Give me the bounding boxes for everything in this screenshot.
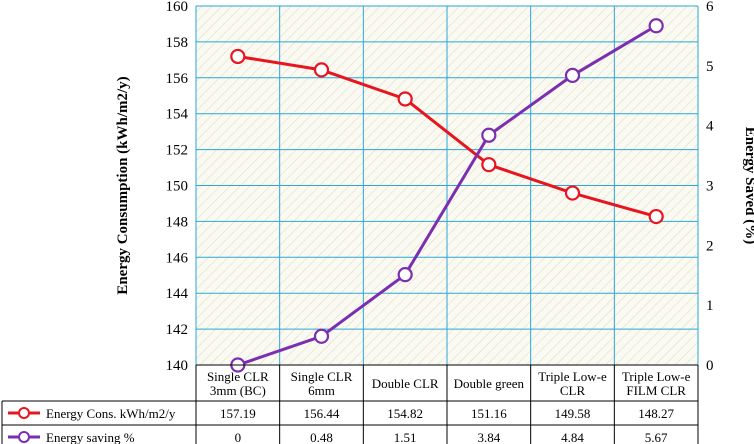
table-cell-value: 0.48: [310, 430, 333, 444]
right-tick-label: 5: [706, 59, 714, 75]
table-cell-value: 4.84: [561, 430, 584, 444]
left-axis-title: Energy Consumption (kWh/m2/y): [115, 76, 131, 294]
series-1-point: [648, 18, 664, 34]
series-1-point: [313, 328, 330, 344]
left-tick-label: 140: [166, 358, 189, 374]
left-tick-label: 158: [166, 35, 189, 51]
series-0-point: [313, 62, 330, 78]
right-axis-title: Energy Saved (%): [742, 127, 754, 245]
left-tick-label: 150: [166, 179, 189, 195]
legend-label-0: Energy Cons. kWh/m2/y: [46, 406, 176, 421]
right-tick-label: 1: [706, 298, 714, 314]
category-label: Triple Low-e: [622, 369, 691, 384]
table-cell-value: 157.19: [220, 406, 256, 421]
category-label: Double CLR: [372, 376, 439, 391]
right-tick-label: 0: [706, 358, 714, 374]
series-0-point: [230, 48, 246, 65]
left-tick-label: 148: [166, 214, 189, 230]
left-tick-label: 142: [166, 322, 189, 338]
left-tick-label: 154: [166, 107, 189, 123]
right-tick-label: 6: [706, 0, 714, 15]
category-label: FILM CLR: [626, 383, 686, 398]
right-axis-ticks: 0 1 2 3 4 5 6: [706, 0, 714, 374]
series-0-point: [648, 208, 664, 225]
legend-label-1: Energy saving %: [46, 430, 135, 444]
table-cell-value: 148.27: [638, 406, 674, 421]
left-tick-label: 160: [166, 0, 189, 15]
series-1-point: [564, 67, 581, 84]
right-tick-label: 4: [706, 119, 714, 135]
right-tick-label: 3: [706, 179, 714, 195]
series-layer: [230, 18, 664, 373]
series-1-point: [397, 267, 413, 283]
left-tick-label: 146: [166, 250, 189, 266]
table-cell-value: 156.44: [304, 406, 340, 421]
category-label: Single CLR: [291, 369, 353, 384]
table-cell-value: 151.16: [471, 406, 507, 421]
series-1-point: [481, 127, 497, 143]
right-tick-label: 2: [706, 238, 714, 254]
category-label: 6mm: [308, 383, 335, 398]
series-0-point: [481, 157, 497, 173]
table-cell-value: 149.58: [555, 406, 591, 421]
legend-marker-1: [18, 431, 30, 443]
table-cell-value: 3.84: [477, 430, 500, 444]
legend-marker-0: [18, 407, 30, 419]
category-label: CLR: [560, 383, 586, 398]
series-line-1: [237, 24, 657, 367]
category-label: Triple Low-e: [538, 369, 607, 384]
category-label: Double green: [454, 376, 525, 391]
series-0-point: [397, 91, 413, 107]
table-cell-value: 0: [235, 430, 242, 444]
category-label: Single CLR: [207, 369, 269, 384]
left-axis-ticks: 140 142 144 146 148 150 152 154 156 158 160: [166, 0, 189, 374]
left-tick-label: 144: [166, 286, 189, 302]
series-0-point: [564, 185, 581, 201]
series-line-0: [237, 54, 657, 218]
left-tick-label: 156: [166, 71, 189, 87]
category-label: 3mm (BC): [210, 383, 266, 398]
table-cell-value: 1.51: [394, 430, 417, 444]
table-cell-value: 5.67: [645, 430, 668, 444]
left-tick-label: 152: [166, 143, 189, 159]
gridlines: [195, 5, 699, 366]
table-cell-value: 154.82: [387, 406, 423, 421]
